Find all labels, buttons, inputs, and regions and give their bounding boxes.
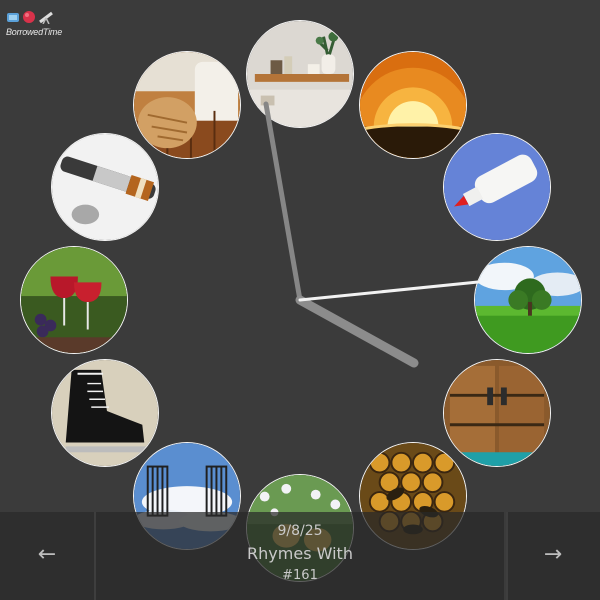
second-hand bbox=[298, 280, 480, 302]
puzzle-caption: 9/8/25 Rhymes With #161 bbox=[96, 520, 504, 586]
prev-button[interactable]: ← bbox=[37, 542, 57, 567]
hour-hand bbox=[295, 295, 419, 368]
info-panel bbox=[96, 512, 504, 600]
tile-8-ice-skate[interactable] bbox=[51, 359, 159, 467]
next-button[interactable]: → bbox=[543, 542, 563, 567]
tile-1-sunrise[interactable] bbox=[359, 51, 467, 159]
globe-icon bbox=[7, 13, 19, 22]
next-panel[interactable] bbox=[506, 512, 600, 600]
tile-9-wine[interactable] bbox=[20, 246, 128, 354]
app-name: BorrowedTime bbox=[6, 27, 63, 37]
tile-12-shelf[interactable] bbox=[246, 20, 354, 128]
puzzle-title: Rhymes With bbox=[247, 544, 353, 563]
tile-11-bread[interactable] bbox=[133, 51, 241, 159]
telescope-icon bbox=[39, 11, 53, 24]
tile-2-glue[interactable] bbox=[443, 133, 551, 241]
tile-10-pen[interactable] bbox=[51, 133, 159, 241]
minute-hand bbox=[263, 101, 303, 303]
prev-panel[interactable] bbox=[0, 512, 96, 600]
tile-3-tree[interactable] bbox=[474, 246, 582, 354]
app-logo: BorrowedTime bbox=[6, 8, 70, 40]
heart-icon bbox=[23, 11, 35, 23]
tile-4-doors[interactable] bbox=[443, 359, 551, 467]
puzzle-date: 9/8/25 bbox=[277, 523, 323, 539]
puzzle-number: #161 bbox=[282, 568, 318, 583]
